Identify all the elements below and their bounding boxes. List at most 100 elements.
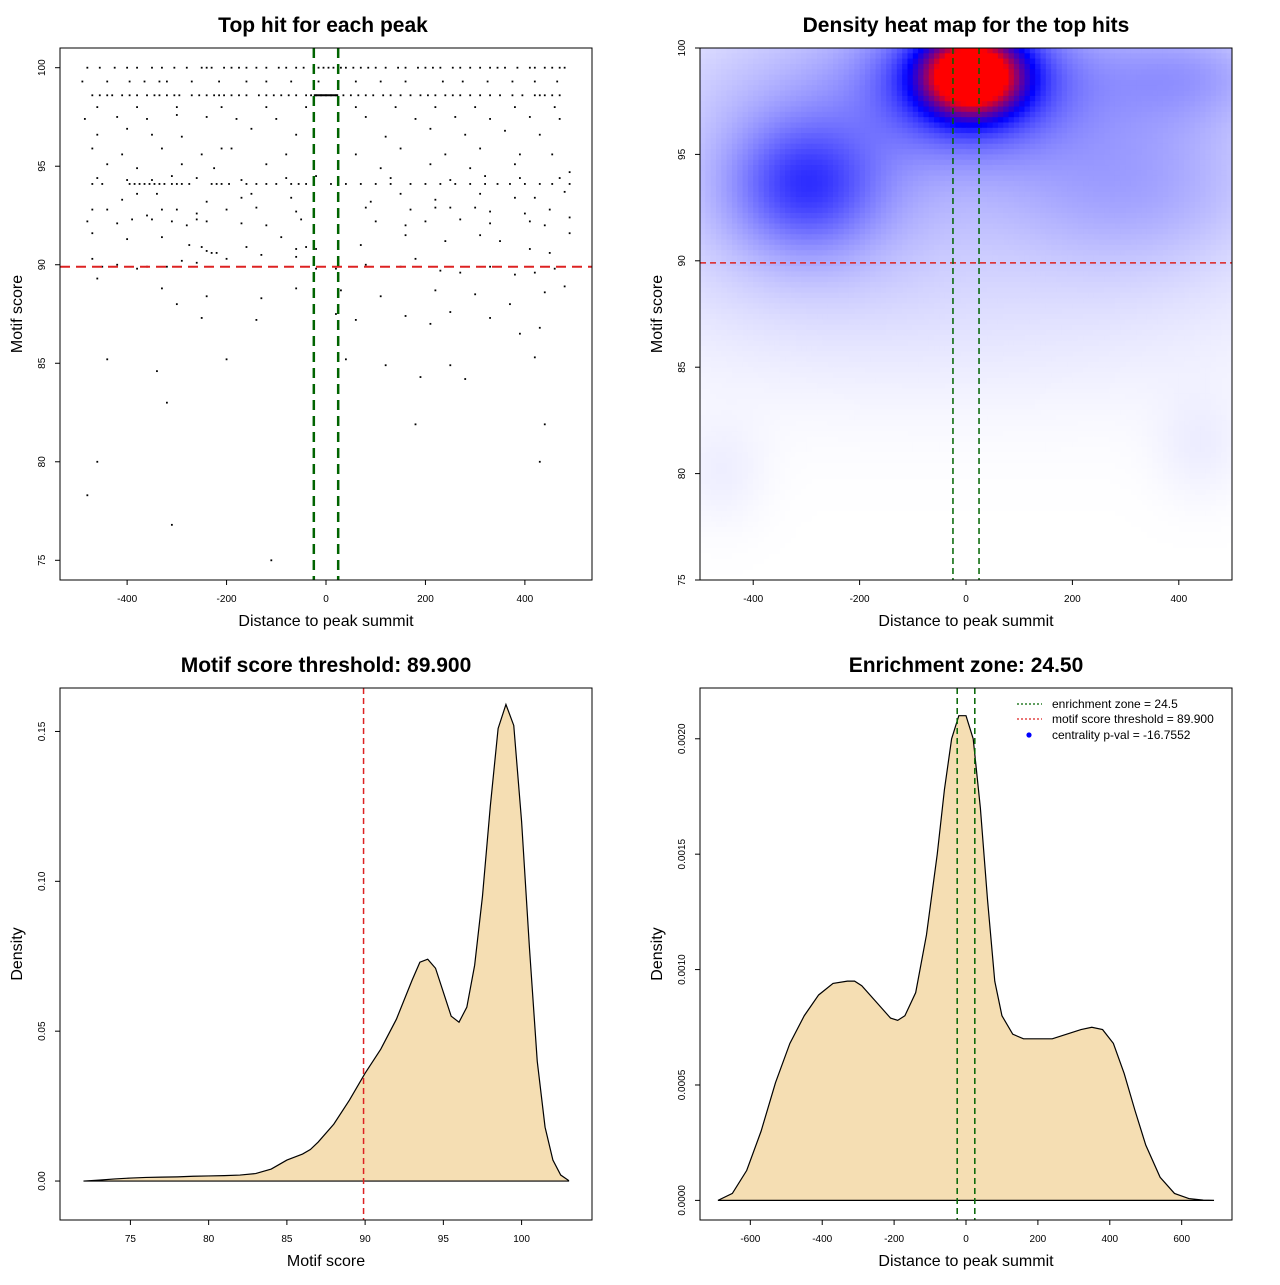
heatmap-cell bbox=[961, 133, 967, 139]
heatmap-cell bbox=[1014, 224, 1020, 230]
heatmap-cell bbox=[1083, 197, 1089, 203]
heatmap-cell bbox=[1104, 176, 1110, 182]
heatmap-cell bbox=[785, 213, 791, 219]
heatmap-cell bbox=[721, 144, 727, 150]
heatmap-cell bbox=[1046, 149, 1052, 155]
heatmap-cell bbox=[1088, 154, 1094, 160]
heatmap-cell bbox=[1195, 192, 1201, 198]
heatmap-cell bbox=[801, 202, 807, 208]
heatmap-cell bbox=[812, 128, 818, 134]
heatmap-cell bbox=[961, 245, 967, 251]
heatmap-cell bbox=[961, 64, 967, 70]
heatmap-cell bbox=[1062, 128, 1068, 134]
heatmap-cell bbox=[1136, 160, 1142, 166]
heatmap-cell bbox=[913, 229, 919, 235]
heatmap-cell bbox=[1072, 75, 1078, 81]
heatmap-cell bbox=[1131, 245, 1137, 251]
heatmap-cell bbox=[1136, 202, 1142, 208]
heatmap-cell bbox=[1189, 48, 1195, 54]
heatmap-cell bbox=[1030, 192, 1036, 198]
heatmap-cell bbox=[854, 271, 860, 277]
heatmap-cell bbox=[913, 186, 919, 192]
heatmap-cell bbox=[923, 165, 929, 171]
scatter-point bbox=[559, 67, 561, 69]
heatmap-cell bbox=[705, 261, 711, 267]
heatmap-cell bbox=[913, 197, 919, 203]
heatmap-cell bbox=[806, 250, 812, 256]
heatmap-cell bbox=[929, 266, 935, 272]
heatmap-cell bbox=[1120, 181, 1126, 187]
heatmap-cell bbox=[1025, 48, 1031, 54]
heatmap-cell bbox=[1030, 122, 1036, 128]
heatmap-cell bbox=[1104, 117, 1110, 123]
heatmap-cell bbox=[1136, 154, 1142, 160]
heatmap-cell bbox=[759, 91, 765, 97]
heatmap-cell bbox=[727, 138, 733, 144]
heatmap-cell bbox=[1025, 229, 1031, 235]
heatmap-cell bbox=[822, 160, 828, 166]
heatmap-cell bbox=[790, 112, 796, 118]
scatter-point bbox=[86, 67, 88, 69]
heatmap-cell bbox=[1200, 176, 1206, 182]
heatmap-cell bbox=[1184, 213, 1190, 219]
heatmap-cell bbox=[923, 202, 929, 208]
heatmap-cell bbox=[806, 229, 812, 235]
heatmap-cell bbox=[1030, 48, 1036, 54]
heatmap-cell bbox=[838, 282, 844, 288]
heatmap-cell bbox=[727, 186, 733, 192]
heatmap-cell bbox=[796, 165, 802, 171]
heatmap-cell bbox=[955, 122, 961, 128]
heatmap-cell bbox=[1019, 176, 1025, 182]
scatter-point bbox=[151, 219, 153, 221]
heatmap-cell bbox=[732, 160, 738, 166]
heatmap-cell bbox=[987, 202, 993, 208]
scatter-point bbox=[564, 67, 566, 69]
heatmap-cell bbox=[1216, 192, 1222, 198]
heatmap-cell bbox=[1184, 53, 1190, 59]
heatmap-cell bbox=[1179, 165, 1185, 171]
heatmap-cell bbox=[774, 101, 780, 107]
heatmap-cell bbox=[1003, 287, 1009, 293]
heatmap-cell bbox=[886, 261, 892, 267]
scatter-point bbox=[226, 258, 228, 260]
heatmap-cell bbox=[1072, 80, 1078, 86]
scatter-point bbox=[318, 67, 320, 69]
heatmap-cell bbox=[727, 112, 733, 118]
heatmap-cell bbox=[854, 234, 860, 240]
heatmap-cell bbox=[817, 255, 823, 261]
heatmap-cell bbox=[1083, 170, 1089, 176]
heatmap-cell bbox=[790, 170, 796, 176]
heatmap-cell bbox=[902, 229, 908, 235]
heatmap-cell bbox=[838, 154, 844, 160]
heatmap-cell bbox=[1136, 181, 1142, 187]
heatmap-cell bbox=[860, 255, 866, 261]
scatter-point bbox=[84, 118, 86, 120]
heatmap-cell bbox=[1184, 144, 1190, 150]
heatmap-cell bbox=[833, 53, 839, 59]
heatmap-cell bbox=[1083, 59, 1089, 65]
scatter-point bbox=[333, 67, 335, 69]
heatmap-cell bbox=[1200, 117, 1206, 123]
scatter-point bbox=[539, 94, 541, 96]
heatmap-cell bbox=[1142, 133, 1148, 139]
heatmap-cell bbox=[1046, 250, 1052, 256]
scatter-point bbox=[154, 94, 156, 96]
heatmap-cell bbox=[1120, 170, 1126, 176]
heatmap-cell bbox=[1099, 122, 1105, 128]
heatmap-cell bbox=[711, 69, 717, 75]
heatmap-cell bbox=[828, 287, 834, 293]
heatmap-cell bbox=[1163, 176, 1169, 182]
heatmap-cell bbox=[743, 234, 749, 240]
heatmap-cell bbox=[828, 192, 834, 198]
heatmap-cell bbox=[1046, 234, 1052, 240]
heatmap-cell bbox=[705, 128, 711, 134]
heatmap-cell bbox=[753, 85, 759, 91]
heatmap-cell bbox=[1099, 271, 1105, 277]
heatmap-cell bbox=[870, 117, 876, 123]
heatmap-cell bbox=[1019, 181, 1025, 187]
heatmap-cell bbox=[966, 165, 972, 171]
heatmap-cell bbox=[1083, 64, 1089, 70]
heatmap-cell bbox=[780, 133, 786, 139]
heatmap-cell bbox=[780, 250, 786, 256]
heatmap-cell bbox=[1099, 48, 1105, 54]
